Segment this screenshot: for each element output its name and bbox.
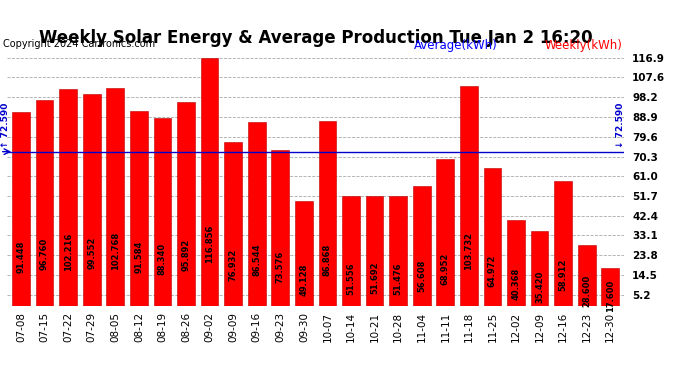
Text: 58.912: 58.912 [559,258,568,291]
Bar [83,94,101,306]
Text: 68.952: 68.952 [441,253,450,285]
Text: 103.732: 103.732 [464,232,473,270]
Text: 102.216: 102.216 [63,232,72,271]
Text: Weekly(kWh): Weekly(kWh) [545,39,623,53]
Bar [12,112,30,306]
Text: ↓ 72.590: ↓ 72.590 [616,103,625,148]
Bar [201,58,219,306]
Bar [578,245,595,306]
Text: 102.768: 102.768 [111,232,120,270]
Text: 56.608: 56.608 [417,260,426,292]
Text: 49.128: 49.128 [299,263,308,296]
Bar [106,88,124,306]
Bar [460,86,477,306]
Text: 86.544: 86.544 [253,243,262,276]
Text: 95.892: 95.892 [181,238,190,271]
Title: Weekly Solar Energy & Average Production Tue Jan 2 16:20: Weekly Solar Energy & Average Production… [39,29,593,47]
Text: 51.556: 51.556 [346,262,355,295]
Text: 96.760: 96.760 [40,238,49,270]
Text: 91.448: 91.448 [17,241,26,273]
Text: 91.584: 91.584 [135,241,144,273]
Text: 86.868: 86.868 [323,243,332,276]
Bar [177,102,195,306]
Bar [507,220,525,306]
Text: 51.692: 51.692 [370,262,379,294]
Bar [531,231,549,306]
Bar [59,89,77,306]
Bar [602,268,619,306]
Text: 73.576: 73.576 [276,251,285,283]
Bar [248,122,266,306]
Text: 40.368: 40.368 [511,268,520,300]
Bar [130,111,148,306]
Bar [36,100,53,306]
Text: 17.600: 17.600 [606,280,615,312]
Text: 64.972: 64.972 [488,255,497,287]
Bar [413,186,431,306]
Bar [554,181,572,306]
Bar [319,122,336,306]
Bar [437,159,454,306]
Bar [295,201,313,306]
Bar [366,196,384,306]
Text: 116.856: 116.856 [205,225,214,263]
Text: ↑ 72.590: ↑ 72.590 [1,103,10,148]
Bar [271,150,289,306]
Text: 88.340: 88.340 [158,243,167,275]
Text: Copyright 2024 Cartronics.com: Copyright 2024 Cartronics.com [3,39,155,50]
Text: 35.420: 35.420 [535,271,544,303]
Text: 99.552: 99.552 [87,237,96,269]
Text: 76.932: 76.932 [228,249,237,281]
Bar [154,118,171,306]
Bar [342,196,360,306]
Text: 51.476: 51.476 [394,262,403,295]
Bar [389,196,407,306]
Text: 28.600: 28.600 [582,274,591,307]
Bar [484,168,502,306]
Text: Average(kWh): Average(kWh) [414,39,497,53]
Bar [224,142,242,306]
